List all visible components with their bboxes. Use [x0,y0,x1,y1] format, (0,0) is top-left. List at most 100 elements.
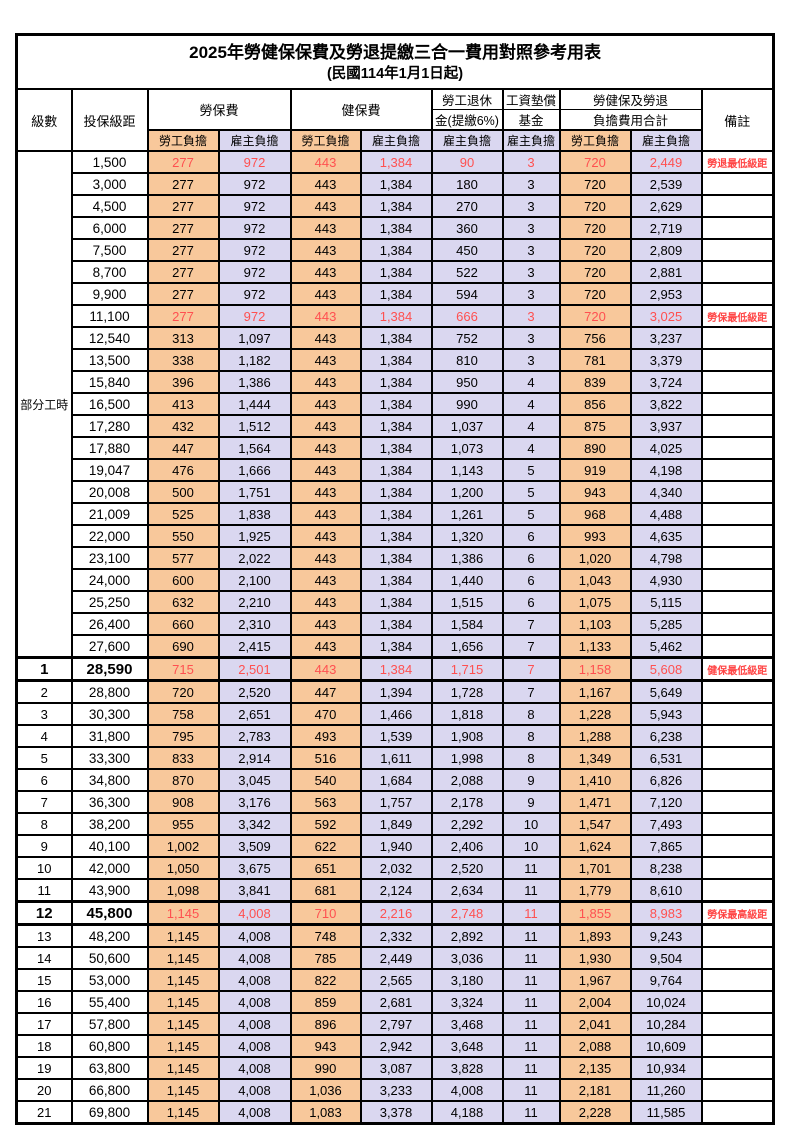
col-header-wage-fund-line2: 基金 [501,109,561,131]
cell-pension: 810 [430,348,504,372]
cell-tot_er: 10,284 [629,1012,703,1036]
cell-salary: 25,250 [70,590,149,614]
cell-pension: 360 [430,216,504,240]
cell-hi_er: 1,757 [359,790,433,814]
cell-tot_emp: 1,133 [558,634,632,659]
cell-li_emp: 447 [146,436,220,460]
cell-remark [700,702,775,726]
cell-fund: 6 [501,590,561,614]
cell-li_emp: 413 [146,392,220,416]
cell-fund: 7 [501,679,561,704]
table-row: 21 69,800 1,145 4,008 1,083 3,378 4,188 11 2,228… [15,1100,775,1125]
cell-li_emp: 1,145 [146,923,220,948]
cell-remark [700,612,775,636]
cell-tot_emp: 890 [558,436,632,460]
cell-hi_er: 1,394 [359,679,433,704]
cell-hi_er: 1,384 [359,656,433,682]
cell-tot_er: 4,198 [629,458,703,482]
cell-hi_emp: 443 [289,326,362,350]
table-row: 6,000 277 972 443 1,384 360 3 720 2,719 [17,216,775,240]
cell-pension: 2,178 [430,790,504,814]
cell-li_er: 4,008 [217,1100,292,1125]
cell-salary: 36,300 [70,790,149,814]
cell-tot_er: 7,120 [629,790,703,814]
cell-fund: 6 [501,568,561,592]
cell-li_emp: 313 [146,326,220,350]
table-row: 19,047 476 1,666 443 1,384 1,143 5 919 4,198 [17,458,775,482]
cell-pension: 1,073 [430,436,504,460]
cell-salary: 8,700 [70,260,149,284]
cell-remark [700,524,775,548]
cell-remark [700,458,775,482]
cell-fund: 11 [501,878,561,903]
table-row: 3,000 277 972 443 1,384 180 3 720 2,539 [17,172,775,196]
cell-li_emp: 1,050 [146,856,220,880]
cell-pension: 1,818 [430,702,504,726]
table-row: 20 66,800 1,145 4,008 1,036 3,233 4,008 11 2,181… [15,1078,775,1102]
cell-level: 19 [15,1056,73,1080]
cell-pension: 1,261 [430,502,504,526]
table-row: 2 28,800 720 2,520 447 1,394 1,728 7 1,167 5,649 [15,679,775,704]
premium-reference-table: 2025年勞健保保費及勞退提繳三合一費用對照參考用表 (民國114年1月1日起)… [15,33,776,1125]
cell-li_emp: 1,145 [146,990,220,1014]
cell-li_er: 1,182 [217,348,292,372]
cell-li_er: 4,008 [217,990,292,1014]
cell-li_er: 4,008 [217,923,292,948]
cell-fund: 4 [501,414,561,438]
cell-salary: 13,500 [70,348,149,372]
cell-hi_emp: 443 [289,524,362,548]
table-row: 17 57,800 1,145 4,008 896 2,797 3,468 11 2,041 10… [15,1012,775,1036]
cell-tot_emp: 2,228 [558,1100,632,1125]
cell-fund: 4 [501,436,561,460]
cell-remark [700,436,775,460]
cell-level: 18 [15,1034,73,1058]
cell-li_er: 2,100 [217,568,292,592]
cell-tot_er: 10,934 [629,1056,703,1080]
cell-li_er: 1,512 [217,414,292,438]
cell-li_er: 3,342 [217,812,292,836]
cell-level: 2 [15,679,73,704]
cell-remark [700,172,775,196]
cell-hi_er: 1,384 [359,590,433,614]
cell-tot_emp: 720 [558,304,632,328]
cell-tot_er: 9,504 [629,946,703,970]
cell-hi_emp: 493 [289,724,362,748]
cell-fund: 3 [501,282,561,306]
cell-hi_er: 2,942 [359,1034,433,1058]
cell-fund: 3 [501,216,561,240]
cell-li_er: 972 [217,304,292,328]
cell-li_emp: 577 [146,546,220,570]
title-cell: 2025年勞健保保費及勞退提繳三合一費用對照參考用表 (民國114年1月1日起) [15,33,775,90]
cell-salary: 27,600 [70,634,149,659]
cell-hi_er: 1,384 [359,480,433,504]
cell-salary: 1,500 [70,150,149,174]
subheader-health-employee-share: 勞工負擔 [289,129,362,152]
cell-tot_er: 2,719 [629,216,703,240]
cell-remark [700,724,775,748]
cell-remark [700,1078,775,1102]
cell-pension: 1,386 [430,546,504,570]
cell-remark [700,1100,775,1125]
col-header-pension-line2: 金(提繳6%) [430,109,504,131]
cell-li_emp: 632 [146,590,220,614]
cell-hi_emp: 443 [289,260,362,284]
table-row: 4,500 277 972 443 1,384 270 3 720 2,629 [17,194,775,218]
cell-level: 21 [15,1100,73,1125]
cell-tot_emp: 1,349 [558,746,632,770]
cell-pension: 666 [430,304,504,328]
cell-li_er: 2,022 [217,546,292,570]
cell-li_er: 1,751 [217,480,292,504]
cell-salary: 33,300 [70,746,149,770]
subheader-total-employee-share: 勞工負擔 [558,129,632,152]
cell-hi_er: 2,681 [359,990,433,1014]
cell-remark [700,746,775,770]
cell-hi_emp: 443 [289,436,362,460]
cell-level: 10 [15,856,73,880]
cell-hi_er: 1,384 [359,392,433,416]
cell-remark [700,414,775,438]
cell-tot_er: 11,585 [629,1100,703,1125]
table-row: 14 50,600 1,145 4,008 785 2,449 3,036 11 1,930 9,… [15,946,775,970]
cell-li_er: 3,675 [217,856,292,880]
cell-level: 12 [15,900,73,926]
cell-hi_emp: 443 [289,216,362,240]
